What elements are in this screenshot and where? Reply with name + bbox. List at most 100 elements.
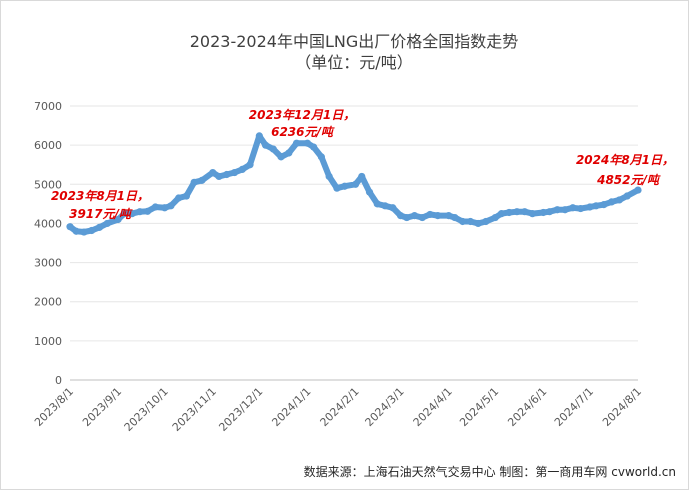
gridlines	[70, 105, 638, 381]
series-group	[66, 132, 642, 236]
data-source: 数据来源：上海石油天然气交易中心 制图：第一商用车网 cvworld.cn	[304, 464, 676, 479]
data-point	[198, 176, 206, 184]
data-point	[175, 194, 183, 202]
y-tick-label: 7000	[34, 100, 62, 113]
y-tick-label: 2000	[34, 296, 62, 309]
data-point	[143, 207, 152, 215]
data-point	[466, 217, 474, 226]
y-tick-label: 1000	[34, 335, 62, 348]
data-point	[389, 204, 397, 212]
x-tick-label: 2023/9/1	[80, 385, 124, 429]
x-tick-label: 2023/10/1	[122, 385, 171, 434]
data-point	[325, 172, 333, 181]
annotation-end: 2024年8月1日， 4852元/吨	[576, 153, 674, 187]
data-point	[459, 217, 467, 226]
data-point	[358, 172, 366, 181]
y-tick-label: 4000	[34, 217, 62, 230]
data-point	[95, 223, 104, 231]
data-point	[586, 203, 594, 211]
x-tick-label: 2023/12/1	[216, 385, 265, 434]
data-point	[238, 165, 246, 174]
data-point	[190, 178, 198, 186]
data-point	[445, 212, 453, 220]
data-point	[167, 202, 175, 210]
data-point	[292, 139, 301, 147]
data-point	[255, 132, 263, 140]
data-point	[634, 186, 642, 194]
data-point	[72, 227, 80, 235]
data-point	[365, 188, 374, 196]
data-point	[209, 168, 217, 177]
data-point	[310, 143, 318, 151]
data-point	[285, 149, 293, 157]
data-point	[553, 206, 561, 214]
data-point	[182, 192, 190, 200]
data-point	[151, 203, 159, 211]
data-point	[246, 161, 254, 169]
data-point	[592, 202, 600, 210]
data-point	[396, 212, 405, 220]
data-point	[410, 212, 419, 220]
y-tick-labels: 0 1000 2000 3000 4000 5000 6000 7000	[34, 100, 62, 387]
y-tick-label: 6000	[34, 139, 62, 152]
chart-title: 2023-2024年中国LNG出厂价格全国指数走势	[190, 32, 519, 51]
annotation-start-line2: 3917元/吨	[69, 207, 133, 221]
chart-subtitle: （单位：元/吨）	[295, 53, 412, 72]
data-point	[513, 208, 521, 216]
data-point	[600, 201, 608, 209]
data-point	[539, 208, 547, 217]
y-tick-label: 3000	[34, 257, 62, 270]
x-tick-label: 2024/2/1	[318, 385, 362, 429]
data-point	[261, 141, 270, 149]
data-point	[418, 213, 426, 222]
annotation-end-line1: 2024年8月1日，	[576, 153, 674, 167]
data-point	[120, 210, 128, 218]
annotation-peak: 2023年12月1日， 6236元/吨	[249, 108, 355, 139]
data-point	[317, 153, 326, 161]
x-tick-label: 2024/1/1	[269, 385, 313, 429]
data-point	[608, 198, 616, 206]
annotation-start: 2023年8月1日， 3917元/吨	[51, 189, 149, 221]
x-tick-label: 2023/8/1	[32, 385, 76, 429]
data-point	[114, 215, 122, 224]
data-point	[136, 208, 144, 216]
data-point	[482, 217, 490, 226]
data-point	[128, 210, 136, 218]
x-tick-label: 2024/3/1	[363, 385, 407, 429]
data-point	[576, 204, 585, 213]
data-point	[103, 219, 111, 228]
annotation-end-line2: 4852元/吨	[596, 173, 661, 187]
x-tick-label: 2024/7/1	[552, 385, 596, 429]
data-point	[88, 226, 96, 235]
data-point	[269, 145, 277, 153]
data-point	[434, 212, 442, 220]
data-point	[521, 208, 529, 216]
data-point	[615, 196, 623, 204]
data-point	[230, 168, 239, 177]
data-point	[474, 219, 482, 228]
data-point	[373, 200, 381, 208]
data-point	[333, 184, 341, 192]
x-tick-label: 2024/5/1	[457, 385, 501, 429]
x-tick-label: 2024/4/1	[411, 385, 455, 429]
data-point	[341, 182, 349, 190]
data-point	[451, 213, 459, 222]
data-point	[351, 180, 360, 188]
data-point	[561, 206, 569, 214]
data-point	[381, 202, 389, 210]
data-point	[223, 170, 231, 179]
data-point	[66, 223, 74, 231]
annotation-start-line1: 2023年8月1日，	[51, 189, 149, 203]
x-tick-label: 2024/6/1	[505, 385, 549, 429]
data-point	[426, 210, 434, 219]
data-point	[403, 213, 411, 222]
x-tick-label: 2024/8/1	[600, 385, 644, 429]
data-point	[623, 192, 631, 200]
data-point	[491, 213, 499, 222]
data-point	[569, 204, 577, 212]
data-point	[528, 210, 537, 218]
data-point	[497, 210, 506, 218]
annotation-peak-line1: 2023年12月1日，	[249, 108, 355, 122]
